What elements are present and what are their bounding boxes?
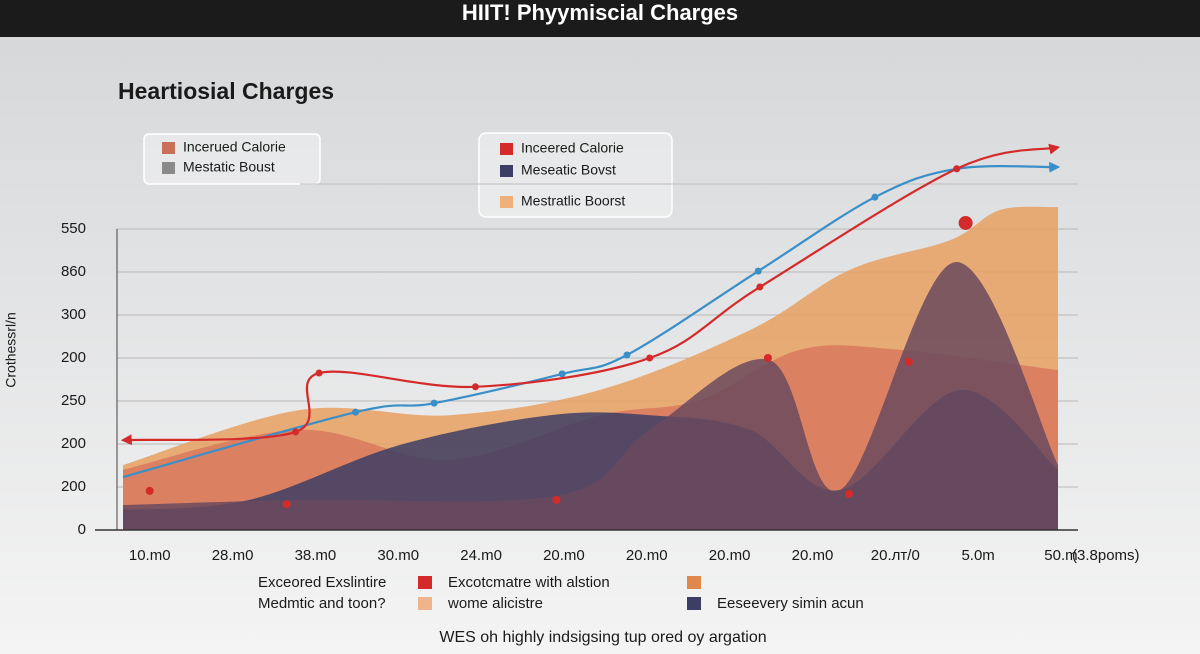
legend-swatch [500,165,513,177]
header: HIIT! Phyymiscial Charges [462,0,738,25]
x-tick-label: 20.m0 [792,547,834,564]
point [430,399,438,407]
legend-label: Incerued Calorie [183,139,286,155]
point [953,165,961,173]
legend-label: Mestratlic Boorst [521,193,625,209]
marker [904,357,913,366]
x-tick-label: 5.0m [961,547,994,564]
legend-swatch [162,142,175,154]
legend-label: Meseatic Bovst [521,162,616,178]
legend-label: Inceered Calorie [521,140,624,156]
marker [552,495,561,504]
y-tick-label: 300 [61,306,86,323]
x-tick-label: 20.m0 [709,547,751,564]
y-tick-label: 0 [78,521,86,538]
legend-swatch [687,597,701,610]
point [623,351,631,359]
x-tick-label: 50.m [1044,547,1077,564]
y-tick-label: 200 [61,349,86,366]
y-tick-label: 860 [61,263,86,280]
point [352,408,360,416]
legend-swatch [500,143,513,155]
legend-label: Mestatic Boust [183,159,275,175]
y-tick-label: 250 [61,392,86,409]
chart-title: Heartiosial Charges [118,78,334,104]
marker [763,354,772,362]
y-tick-label: 200 [61,478,86,495]
x-tick-label: 24.m0 [460,547,502,564]
x-tick-label: 30.m0 [377,547,419,564]
x-tick-label: 38.m0 [295,547,337,564]
y-axis-label: Crothessrl/n [3,312,19,387]
point [754,267,762,275]
x-tick-label: 20.лт/0 [871,547,920,564]
marker [282,500,291,509]
point [471,383,479,391]
point [558,370,566,378]
x-tick-label: 20.m0 [543,547,585,564]
y-tick-label: 200 [61,435,86,452]
point [871,193,879,201]
legend-swatch [500,196,513,208]
point [646,354,654,362]
point [315,369,323,377]
header-bar [0,0,1200,37]
legend-label: Eeseevery simin acun [717,595,864,612]
legend-swatch [162,162,175,174]
x-axis-note: (3.8poms) [1072,547,1140,564]
legend-swatch [418,597,432,610]
marker [145,486,154,495]
legend-swatch [687,576,701,589]
legend-label: wome alicistre [447,595,543,612]
footer: WES oh highly indsigsing tup ored oy arg… [439,629,766,646]
marker [844,489,853,498]
point [292,428,300,436]
marker [958,215,973,230]
line [120,143,1061,446]
x-tick-label: 10.m0 [129,547,171,564]
legend-swatch [418,576,432,589]
y-tick-label: 550 [61,220,86,237]
point [756,283,764,291]
x-tick-label: 28.m0 [212,547,254,564]
x-tick-label: 20.m0 [626,547,668,564]
legend-label: Medmtic and toon? [258,595,386,612]
legend-label: Excotcmatre with alstion [448,574,610,591]
legend-label: Exceored Exslintire [258,574,386,591]
